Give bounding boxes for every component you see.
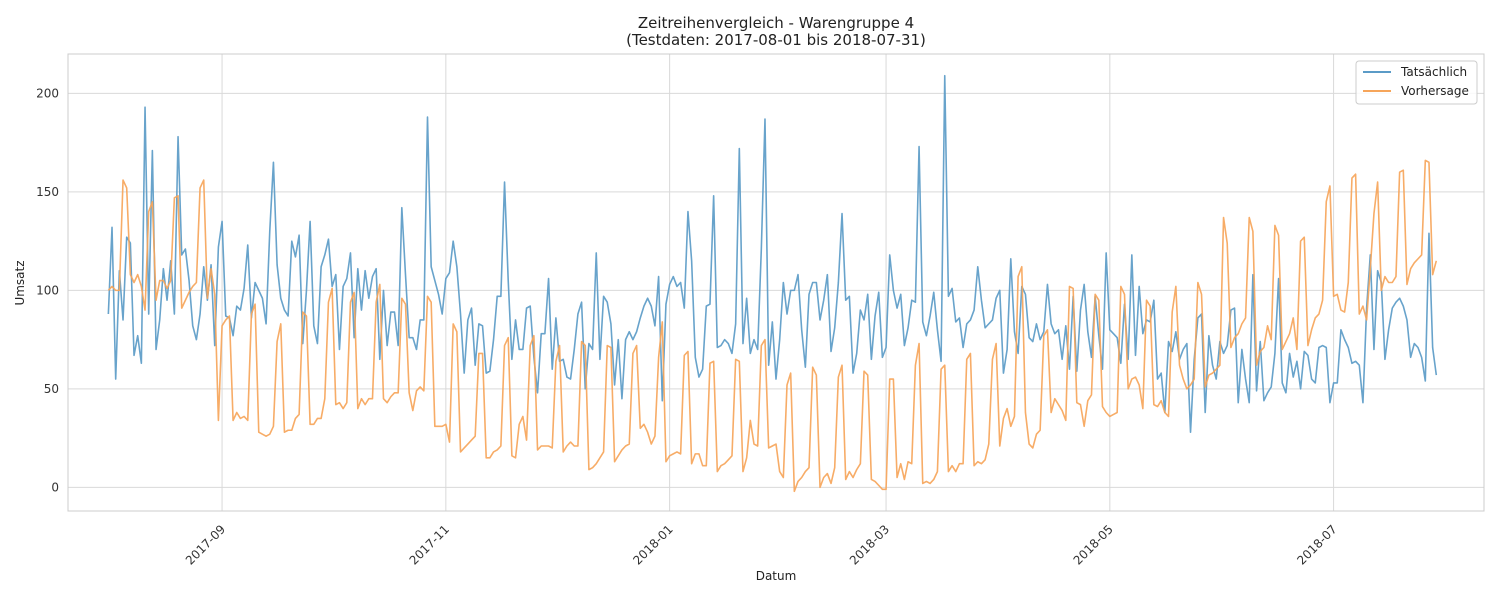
series-lines [107, 74, 1438, 493]
y-tick-label: 150 [36, 185, 59, 199]
legend: Tatsächlich Vorhersage [1355, 60, 1478, 105]
grid-lines [68, 54, 1484, 511]
y-tick-label: 50 [44, 382, 59, 396]
y-axis-ticks: 0 50 100 150 200 [36, 86, 59, 494]
legend-label-forecast: Vorhersage [1401, 84, 1469, 98]
chart-subtitle: (Testdaten: 2017-08-01 bis 2018-07-31) [626, 31, 926, 49]
x-tick-label: 2017-11 [407, 522, 452, 567]
y-tick-label: 0 [51, 480, 59, 494]
chart-title: Zeitreihenvergleich - Warengruppe 4 [638, 14, 914, 32]
x-axis-ticks: 2017-09 2017-11 2018-01 2018-03 2018-05 2018-… [183, 522, 1340, 567]
series-line-actual [107, 74, 1438, 434]
legend-label-actual: Tatsächlich [1400, 65, 1467, 79]
series-line-forecast [107, 159, 1438, 493]
y-tick-label: 100 [36, 283, 59, 297]
y-axis-label: Umsatz [13, 260, 27, 305]
plot-area-frame [67, 53, 1485, 512]
x-tick-label: 2018-05 [1071, 522, 1116, 567]
x-tick-label: 2017-09 [183, 522, 228, 567]
x-tick-label: 2018-01 [630, 522, 675, 567]
x-tick-label: 2018-07 [1294, 522, 1339, 567]
x-tick-label: 2018-03 [847, 522, 892, 567]
y-tick-label: 200 [36, 86, 59, 100]
x-axis-label: Datum [756, 569, 797, 583]
